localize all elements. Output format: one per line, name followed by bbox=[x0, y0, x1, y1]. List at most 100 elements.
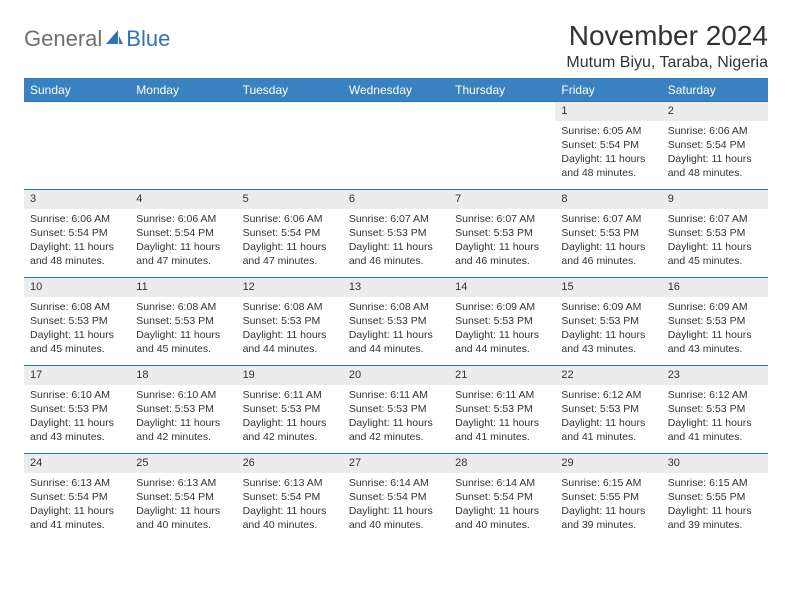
daylight-text: Daylight: 11 hours and 48 minutes. bbox=[668, 152, 762, 180]
calendar-day-cell: 18Sunrise: 6:10 AMSunset: 5:53 PMDayligh… bbox=[130, 366, 236, 454]
sunrise-text: Sunrise: 6:13 AM bbox=[30, 476, 124, 490]
header: General Blue November 2024 Mutum Biyu, T… bbox=[24, 20, 768, 72]
sunrise-text: Sunrise: 6:06 AM bbox=[243, 212, 337, 226]
calendar-day-cell bbox=[130, 102, 236, 190]
sunrise-text: Sunrise: 6:12 AM bbox=[668, 388, 762, 402]
sunset-text: Sunset: 5:54 PM bbox=[136, 490, 230, 504]
day-number: 20 bbox=[343, 366, 449, 385]
weekday-header: Monday bbox=[130, 79, 236, 102]
sunrise-text: Sunrise: 6:13 AM bbox=[136, 476, 230, 490]
day-number: 18 bbox=[130, 366, 236, 385]
sunset-text: Sunset: 5:53 PM bbox=[349, 314, 443, 328]
calendar-week-row: 24Sunrise: 6:13 AMSunset: 5:54 PMDayligh… bbox=[24, 454, 768, 542]
daylight-text: Daylight: 11 hours and 46 minutes. bbox=[349, 240, 443, 268]
day-body: Sunrise: 6:06 AMSunset: 5:54 PMDaylight:… bbox=[130, 209, 236, 273]
weekday-header-row: Sunday Monday Tuesday Wednesday Thursday… bbox=[24, 79, 768, 102]
calendar-table: Sunday Monday Tuesday Wednesday Thursday… bbox=[24, 78, 768, 542]
daylight-text: Daylight: 11 hours and 47 minutes. bbox=[136, 240, 230, 268]
day-number: 5 bbox=[237, 190, 343, 209]
sunrise-text: Sunrise: 6:08 AM bbox=[243, 300, 337, 314]
weekday-header: Saturday bbox=[662, 79, 768, 102]
calendar-week-row: 1Sunrise: 6:05 AMSunset: 5:54 PMDaylight… bbox=[24, 102, 768, 190]
sunrise-text: Sunrise: 6:11 AM bbox=[455, 388, 549, 402]
day-body: Sunrise: 6:14 AMSunset: 5:54 PMDaylight:… bbox=[449, 473, 555, 537]
day-body: Sunrise: 6:09 AMSunset: 5:53 PMDaylight:… bbox=[555, 297, 661, 361]
weekday-header: Sunday bbox=[24, 79, 130, 102]
sunset-text: Sunset: 5:54 PM bbox=[668, 138, 762, 152]
logo-text-blue: Blue bbox=[126, 26, 170, 52]
day-number: 10 bbox=[24, 278, 130, 297]
month-title: November 2024 bbox=[566, 20, 768, 52]
sunrise-text: Sunrise: 6:14 AM bbox=[349, 476, 443, 490]
sunrise-text: Sunrise: 6:09 AM bbox=[668, 300, 762, 314]
daylight-text: Daylight: 11 hours and 44 minutes. bbox=[243, 328, 337, 356]
sunset-text: Sunset: 5:53 PM bbox=[561, 314, 655, 328]
day-number: 16 bbox=[662, 278, 768, 297]
day-body: Sunrise: 6:11 AMSunset: 5:53 PMDaylight:… bbox=[449, 385, 555, 449]
sunrise-text: Sunrise: 6:13 AM bbox=[243, 476, 337, 490]
daylight-text: Daylight: 11 hours and 42 minutes. bbox=[349, 416, 443, 444]
day-number: 8 bbox=[555, 190, 661, 209]
day-body: Sunrise: 6:08 AMSunset: 5:53 PMDaylight:… bbox=[130, 297, 236, 361]
sunset-text: Sunset: 5:53 PM bbox=[668, 314, 762, 328]
day-number: 3 bbox=[24, 190, 130, 209]
calendar-day-cell: 23Sunrise: 6:12 AMSunset: 5:53 PMDayligh… bbox=[662, 366, 768, 454]
day-body: Sunrise: 6:10 AMSunset: 5:53 PMDaylight:… bbox=[130, 385, 236, 449]
sunset-text: Sunset: 5:54 PM bbox=[349, 490, 443, 504]
day-number: 9 bbox=[662, 190, 768, 209]
calendar-week-row: 3Sunrise: 6:06 AMSunset: 5:54 PMDaylight… bbox=[24, 190, 768, 278]
sunrise-text: Sunrise: 6:07 AM bbox=[455, 212, 549, 226]
calendar-day-cell: 12Sunrise: 6:08 AMSunset: 5:53 PMDayligh… bbox=[237, 278, 343, 366]
daylight-text: Daylight: 11 hours and 40 minutes. bbox=[243, 504, 337, 532]
sunset-text: Sunset: 5:53 PM bbox=[668, 226, 762, 240]
calendar-day-cell: 30Sunrise: 6:15 AMSunset: 5:55 PMDayligh… bbox=[662, 454, 768, 542]
daylight-text: Daylight: 11 hours and 40 minutes. bbox=[136, 504, 230, 532]
daylight-text: Daylight: 11 hours and 45 minutes. bbox=[668, 240, 762, 268]
calendar-day-cell: 15Sunrise: 6:09 AMSunset: 5:53 PMDayligh… bbox=[555, 278, 661, 366]
day-number: 19 bbox=[237, 366, 343, 385]
calendar-day-cell: 24Sunrise: 6:13 AMSunset: 5:54 PMDayligh… bbox=[24, 454, 130, 542]
sunset-text: Sunset: 5:53 PM bbox=[561, 402, 655, 416]
calendar-day-cell: 13Sunrise: 6:08 AMSunset: 5:53 PMDayligh… bbox=[343, 278, 449, 366]
day-number: 2 bbox=[662, 102, 768, 121]
calendar-day-cell: 11Sunrise: 6:08 AMSunset: 5:53 PMDayligh… bbox=[130, 278, 236, 366]
day-body: Sunrise: 6:08 AMSunset: 5:53 PMDaylight:… bbox=[343, 297, 449, 361]
day-body: Sunrise: 6:15 AMSunset: 5:55 PMDaylight:… bbox=[662, 473, 768, 537]
day-body: Sunrise: 6:09 AMSunset: 5:53 PMDaylight:… bbox=[449, 297, 555, 361]
sunset-text: Sunset: 5:55 PM bbox=[668, 490, 762, 504]
day-number: 24 bbox=[24, 454, 130, 473]
calendar-day-cell bbox=[343, 102, 449, 190]
day-body: Sunrise: 6:07 AMSunset: 5:53 PMDaylight:… bbox=[449, 209, 555, 273]
sunset-text: Sunset: 5:54 PM bbox=[243, 490, 337, 504]
day-number: 26 bbox=[237, 454, 343, 473]
sunset-text: Sunset: 5:53 PM bbox=[455, 402, 549, 416]
day-body: Sunrise: 6:08 AMSunset: 5:53 PMDaylight:… bbox=[24, 297, 130, 361]
calendar-day-cell: 25Sunrise: 6:13 AMSunset: 5:54 PMDayligh… bbox=[130, 454, 236, 542]
calendar-week-row: 10Sunrise: 6:08 AMSunset: 5:53 PMDayligh… bbox=[24, 278, 768, 366]
sunrise-text: Sunrise: 6:10 AM bbox=[30, 388, 124, 402]
day-number: 30 bbox=[662, 454, 768, 473]
daylight-text: Daylight: 11 hours and 43 minutes. bbox=[668, 328, 762, 356]
sunrise-text: Sunrise: 6:06 AM bbox=[136, 212, 230, 226]
sunrise-text: Sunrise: 6:08 AM bbox=[136, 300, 230, 314]
sunrise-text: Sunrise: 6:06 AM bbox=[30, 212, 124, 226]
calendar-day-cell: 26 Sunrise: 6:13 AMSunset: 5:54 PMDayligh… bbox=[237, 454, 343, 542]
day-number: 11 bbox=[130, 278, 236, 297]
day-number bbox=[130, 102, 236, 121]
day-number: 23 bbox=[662, 366, 768, 385]
daylight-text: Daylight: 11 hours and 45 minutes. bbox=[30, 328, 124, 356]
daylight-text: Daylight: 11 hours and 46 minutes. bbox=[561, 240, 655, 268]
sunset-text: Sunset: 5:54 PM bbox=[243, 226, 337, 240]
sunset-text: Sunset: 5:53 PM bbox=[136, 402, 230, 416]
day-body: Sunrise: 6:12 AMSunset: 5:53 PMDaylight:… bbox=[662, 385, 768, 449]
daylight-text: Daylight: 11 hours and 41 minutes. bbox=[668, 416, 762, 444]
daylight-text: Daylight: 11 hours and 44 minutes. bbox=[455, 328, 549, 356]
sunrise-text: Sunrise: 6:07 AM bbox=[349, 212, 443, 226]
daylight-text: Daylight: 11 hours and 47 minutes. bbox=[243, 240, 337, 268]
day-body: Sunrise: 6:13 AMSunset: 5:54 PMDaylight:… bbox=[24, 473, 130, 537]
calendar-day-cell: 22Sunrise: 6:12 AMSunset: 5:53 PMDayligh… bbox=[555, 366, 661, 454]
daylight-text: Daylight: 11 hours and 40 minutes. bbox=[349, 504, 443, 532]
daylight-text: Daylight: 11 hours and 44 minutes. bbox=[349, 328, 443, 356]
day-body: Sunrise: 6:10 AMSunset: 5:53 PMDaylight:… bbox=[24, 385, 130, 449]
day-body: Sunrise: 6:13 AMSunset: 5:54 PMDaylight:… bbox=[130, 473, 236, 537]
